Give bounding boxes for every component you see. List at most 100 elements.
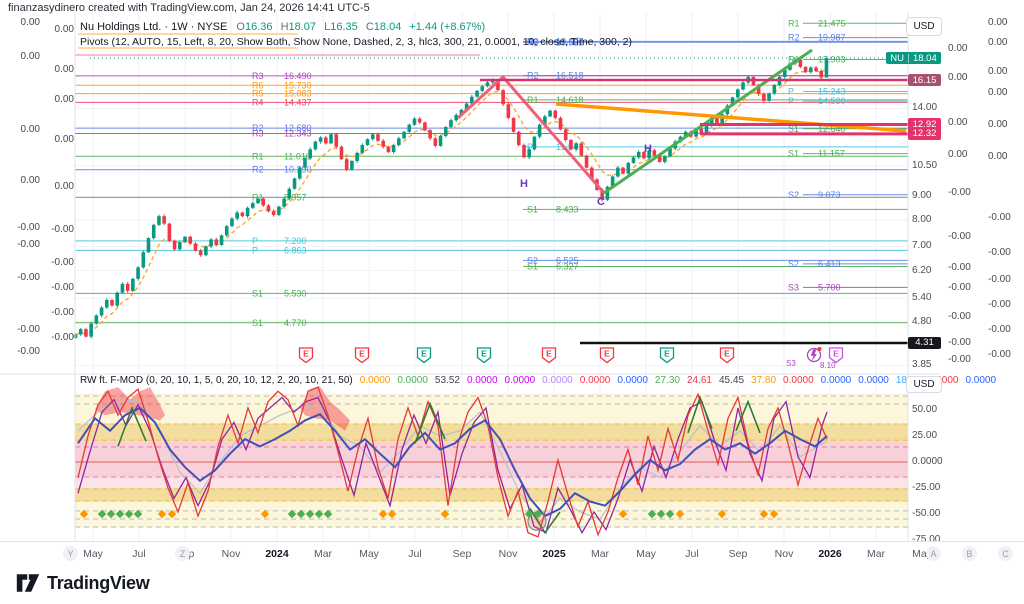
svg-text:6.413: 6.413 xyxy=(818,259,841,269)
currency-button-main[interactable]: USD xyxy=(906,17,942,36)
time-axis-label: May xyxy=(636,548,656,560)
oscillator-axis-tick: 0.0000 xyxy=(912,456,943,467)
svg-text:R1: R1 xyxy=(788,18,800,28)
event-badge xyxy=(354,347,370,364)
oscillator-axis-tick: 25.00 xyxy=(912,430,938,441)
time-axis-label: Nov xyxy=(498,548,518,560)
time-axis-label: Jul xyxy=(132,548,146,560)
pivot-zero-label: -0.00 xyxy=(988,324,1011,335)
oscillator-value: 0.0000 xyxy=(504,375,536,386)
svg-text:S1: S1 xyxy=(527,262,538,272)
svg-text:S2: S2 xyxy=(527,255,538,265)
event-badge xyxy=(416,347,432,364)
pivot-zero-label: -0.00 xyxy=(948,187,971,198)
svg-text:R3: R3 xyxy=(252,71,264,81)
svg-text:R1: R1 xyxy=(252,151,264,161)
pivot-zero-label: 0.00 xyxy=(54,24,74,35)
svg-text:11.010: 11.010 xyxy=(284,151,311,161)
svg-text:12.680: 12.680 xyxy=(284,123,312,133)
pivot-zero-label: 0.00 xyxy=(988,87,1008,98)
pivot-levels: R3 16.490 R6 15.730 R5 15.083 R4 14.437 R2 12.680… xyxy=(75,18,908,328)
oscillator-value: 0.0000 xyxy=(542,375,573,386)
svg-text:14.618: 14.618 xyxy=(556,95,584,105)
pivot-zero-label: 0.00 xyxy=(54,181,74,192)
pivot-zero-label: 0.00 xyxy=(948,117,968,128)
event-badge xyxy=(659,347,675,364)
price-level-label: 16.15 xyxy=(908,74,941,87)
oscillator-axis-tick: -25.00 xyxy=(912,482,941,493)
oscillator-title[interactable]: RW ft. F-MOD (0, 20, 10, 1, 5, 0, 20, 10… xyxy=(80,375,353,386)
nav-button-c[interactable]: C xyxy=(998,546,1013,561)
price-level-label: 12.92 xyxy=(908,118,941,131)
attribution: finanzasydinero created with TradingView… xyxy=(8,2,370,14)
pivot-zero-label: 0.00 xyxy=(988,37,1008,48)
svg-text:R2: R2 xyxy=(252,165,264,175)
time-axis-label: Jul xyxy=(408,548,422,560)
pivot-zero-label: -0.00 xyxy=(51,332,74,343)
pivot-zero-label: 0.00 xyxy=(20,124,40,135)
oscillator-value: 45.45 xyxy=(718,375,745,386)
svg-text:16.518: 16.518 xyxy=(556,71,584,81)
oscillator-value: 53.52 xyxy=(434,375,460,386)
time-axis-label: Mar xyxy=(590,548,610,560)
tradingview-logo-icon xyxy=(16,574,40,592)
trend-shapes[interactable] xyxy=(456,48,907,195)
oscillator-series xyxy=(77,386,828,538)
svg-text:C: C xyxy=(597,196,605,208)
pivots-legend[interactable]: Pivots (12, AUTO, 15, Left, 8, 20, Show … xyxy=(80,36,632,48)
nav-button-b[interactable]: B xyxy=(962,546,977,561)
svg-text:S1: S1 xyxy=(788,149,799,159)
nav-button-a[interactable]: A xyxy=(926,546,941,561)
svg-text:14.530: 14.530 xyxy=(818,96,846,106)
price-axis-tick: 6.20 xyxy=(912,264,932,276)
pivot-zero-label: -0.00 xyxy=(988,212,1011,223)
time-axis-label: 2026 xyxy=(818,548,842,560)
nav-button-y[interactable]: Y xyxy=(63,546,78,561)
price-axis-tick: 8.00 xyxy=(912,213,932,225)
pivot-zero-label: -0.00 xyxy=(948,311,971,322)
svg-text:S3: S3 xyxy=(788,282,799,292)
pivot-zero-label: 0.00 xyxy=(988,151,1008,162)
svg-text:P: P xyxy=(788,96,794,106)
time-axis[interactable]: May Jul Sep Nov 2024 Mar May Jul Sep Nov 2025 Mar Ma… xyxy=(0,541,1024,563)
currency-button-osc[interactable]: USD xyxy=(906,376,942,393)
pivot-zero-label: -0.00 xyxy=(948,354,971,365)
svg-text:15.730: 15.730 xyxy=(284,80,312,90)
svg-text:S1: S1 xyxy=(788,124,799,134)
pivot-zero-label: -0.00 xyxy=(51,282,74,293)
svg-text:R2: R2 xyxy=(252,123,264,133)
event-badge xyxy=(599,347,615,364)
ohlc-low: L16.35 xyxy=(324,21,358,33)
oscillator-value: 0.0000 xyxy=(965,375,997,386)
pivot-zero-label: -0.00 xyxy=(988,299,1011,310)
time-axis-label: Sep xyxy=(728,548,748,560)
svg-text:19.521: 19.521 xyxy=(556,37,584,47)
pivot-zero-label: -0.00 xyxy=(988,247,1011,258)
event-badge xyxy=(476,347,492,364)
oscillator-legend[interactable]: RW ft. F-MOD (0, 20, 10, 1, 5, 0, 20, 10… xyxy=(80,375,996,386)
pivot-zero-label: -0.00 xyxy=(17,272,40,283)
symbol-legend[interactable]: Nu Holdings Ltd. · 1W · NYSE O16.36 H18.… xyxy=(80,21,485,33)
svg-text:R2: R2 xyxy=(527,37,539,47)
svg-text:S2: S2 xyxy=(788,259,799,269)
svg-text:14.437: 14.437 xyxy=(284,97,312,107)
tradingview-logo[interactable]: TradingView xyxy=(16,572,150,594)
pivot-zero-label: 0.00 xyxy=(948,149,968,160)
svg-text:E: E xyxy=(359,349,365,359)
pivot-zero-label: 0.00 xyxy=(54,64,74,75)
svg-text:10.290: 10.290 xyxy=(284,165,312,175)
svg-text:16.490: 16.490 xyxy=(284,71,312,81)
svg-text:17.903: 17.903 xyxy=(818,55,846,65)
pivot-zero-label: 0.00 xyxy=(54,94,74,105)
oscillator-value: 24.61 xyxy=(686,375,712,386)
pivot-zero-label: -0.00 xyxy=(17,222,40,233)
nav-button-z[interactable]: Z xyxy=(175,546,190,561)
oscillator-value: 0.0000 xyxy=(617,375,648,386)
svg-text:R6: R6 xyxy=(252,80,264,90)
svg-text:R5: R5 xyxy=(252,89,264,99)
symbol-title[interactable]: Nu Holdings Ltd. · 1W · NYSE xyxy=(80,21,228,33)
